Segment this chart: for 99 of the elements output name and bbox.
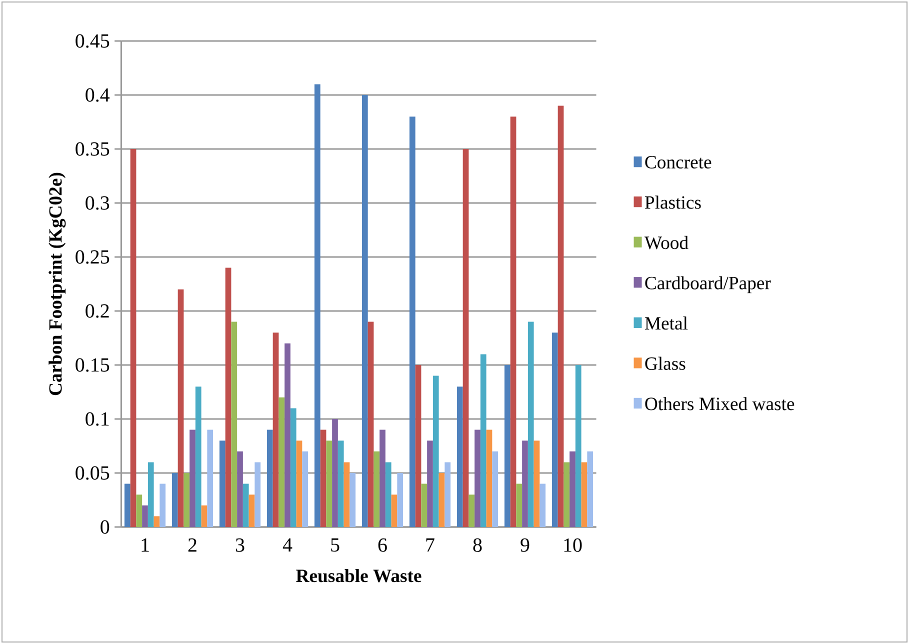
bar: [231, 322, 238, 527]
bar: [136, 494, 142, 527]
x-tick-label: 10: [564, 538, 582, 552]
bar: [438, 473, 445, 527]
bar: [237, 451, 243, 527]
y-axis-title: Carbon Footprint (KgC02e): [48, 172, 66, 396]
bar: [190, 430, 196, 527]
bar: [284, 343, 290, 527]
bar: [486, 430, 492, 527]
bar: [581, 462, 588, 527]
bar: [254, 462, 261, 527]
bar: [290, 408, 296, 527]
bar: [522, 440, 528, 527]
bar: [456, 386, 463, 527]
bar: [278, 397, 285, 527]
bar: [540, 484, 546, 527]
bar: [154, 516, 160, 527]
bar: [510, 116, 516, 527]
bar: [296, 440, 302, 527]
bar: [201, 505, 208, 527]
y-tick-label: 0.3: [86, 196, 110, 210]
x-tick-label: 3: [236, 538, 244, 552]
bar: [374, 451, 380, 527]
x-tick-label: 1: [142, 538, 149, 552]
bar: [225, 268, 232, 527]
bar: [326, 440, 332, 527]
y-tick-label: 0.35: [76, 142, 110, 156]
bar: [504, 365, 510, 527]
bar: [468, 494, 475, 527]
bar: [314, 84, 320, 527]
bar: [184, 473, 190, 527]
bar: [344, 462, 350, 527]
x-tick-label: 5: [331, 538, 340, 552]
bar: [142, 505, 148, 527]
bar: [474, 430, 480, 527]
x-tick-label: 4: [282, 538, 292, 552]
legend-label: Others Mixed waste: [645, 397, 794, 410]
legend-label: Concrete: [645, 156, 712, 169]
bar: [332, 419, 338, 527]
y-tick-label: 0: [100, 520, 110, 534]
bar: [480, 354, 486, 527]
y-tick-label: 0.4: [86, 88, 110, 102]
y-tick-label: 0.05: [76, 466, 110, 480]
x-tick-label: 8: [473, 538, 482, 552]
legend-label: Plastics: [644, 196, 701, 209]
bar: [570, 451, 576, 527]
bar: [516, 484, 522, 527]
x-axis-title: Reusable Waste: [296, 569, 422, 582]
x-tick-label: 2: [188, 538, 196, 552]
bar: [587, 451, 594, 527]
bar: [248, 494, 255, 527]
bar: [172, 473, 178, 527]
bar: [552, 332, 558, 527]
bar: [368, 322, 374, 527]
bar: [272, 332, 279, 527]
bar: [178, 289, 184, 527]
bar: [462, 149, 469, 527]
y-tick-label: 0.2: [86, 304, 109, 318]
bar: [124, 484, 130, 527]
bar: [432, 376, 439, 527]
bar: [385, 462, 392, 527]
legend-label: Wood: [644, 236, 688, 250]
bar: [558, 106, 564, 527]
legend-label: Glass: [645, 356, 686, 370]
bar: [427, 440, 433, 527]
legend-label: Metal: [644, 316, 688, 330]
x-tick-label: 9: [520, 538, 530, 552]
y-tick-label: 0.15: [76, 358, 110, 372]
x-tick-label: 6: [378, 538, 387, 552]
bar: [350, 473, 356, 527]
y-tick-label: 0.25: [76, 250, 110, 264]
bar: [160, 484, 166, 527]
bar: [492, 451, 498, 527]
bar: [409, 116, 416, 527]
bar: [266, 430, 273, 527]
bar: [338, 440, 344, 527]
bar: [148, 462, 154, 527]
bar: [575, 365, 582, 527]
bar: [397, 473, 404, 527]
y-tick-label: 0.1: [86, 412, 109, 426]
bar: [207, 430, 214, 527]
bar: [528, 322, 534, 527]
bar: [130, 149, 136, 527]
bar: [444, 462, 451, 527]
bar: [242, 484, 249, 527]
bar: [421, 484, 428, 527]
bar: [391, 494, 398, 527]
bar: [380, 430, 386, 527]
x-tick-label: 7: [426, 538, 434, 552]
bar: [362, 95, 368, 527]
bar: [534, 440, 540, 527]
bar: [195, 386, 202, 527]
y-tick-label: 0.45: [76, 34, 110, 48]
bar: [320, 430, 326, 527]
bar: [564, 462, 570, 527]
bar: [219, 440, 226, 527]
bar: [302, 451, 308, 527]
legend-label: Cardboard/Paper: [645, 276, 771, 294]
bar: [415, 365, 422, 527]
